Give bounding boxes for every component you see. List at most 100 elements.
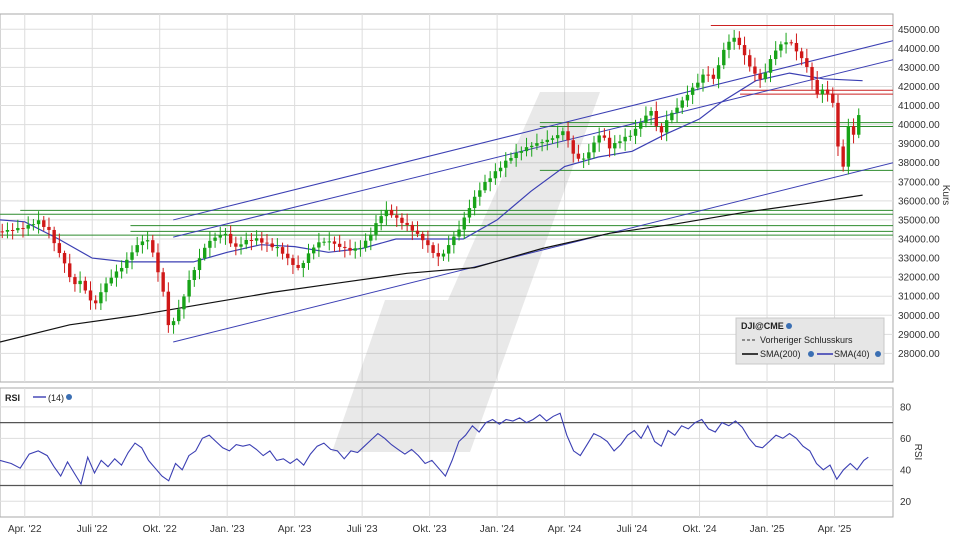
legend-item-sma40: SMA(40) [834,349,870,359]
candle-body [810,66,814,81]
candle-body [322,241,326,243]
candle-body [405,222,409,225]
candle-body [301,263,306,268]
candle-body [644,115,648,123]
settings-icon [786,323,792,329]
price-y-tick-label: 40000.00 [898,120,940,131]
candle-body [156,252,160,273]
candle-body [62,252,67,264]
candle-body [841,146,845,167]
candle-body [535,143,539,146]
candle-body [26,225,30,229]
candle-body [462,217,466,230]
candle-body [192,270,197,281]
candle-body [618,141,622,144]
candle-body [337,243,342,247]
candle-body [846,126,851,167]
candle-body [358,247,363,249]
candle-body [99,292,103,304]
candle-body [125,259,129,268]
candles-group [0,29,861,334]
x-tick-label: Juli '24 [617,524,648,535]
x-tick-label: Jan. '24 [480,524,515,535]
candle-body [374,223,378,235]
price-y-tick-label: 29000.00 [898,330,940,341]
candle-body [664,120,669,133]
candle-body [182,296,186,310]
price-y-tick-label: 37000.00 [898,177,940,188]
price-y-tick-label: 43000.00 [898,63,940,74]
sma40-settings-icon [875,351,881,357]
candle-body [753,66,757,74]
candle-body [483,182,487,191]
candle-body [566,131,570,141]
x-tick-label: Jan. '23 [210,524,245,535]
candle-body [825,89,830,94]
candle-body [5,229,10,232]
candle-body [509,157,513,161]
candle-body [421,233,425,241]
candle-body [737,37,742,46]
candle-body [379,216,383,224]
candle-body [561,131,565,136]
candle-body [478,190,482,197]
candle-body [851,126,856,135]
candle-body [400,217,404,223]
price-y-tick-label: 36000.00 [898,196,940,207]
candle-body [602,135,607,138]
candle-body [10,229,15,231]
price-y-tick-label: 41000.00 [898,101,940,112]
candle-body [68,263,72,278]
candle-body [784,42,788,45]
candle-body [773,50,778,60]
candle-body [722,49,726,66]
candle-body [519,151,524,153]
candle-body [805,58,809,67]
sma200-settings-icon [808,351,814,357]
candle-body [857,115,861,135]
candle-body [758,73,762,80]
price-y-axis-label: Kurs [940,185,951,206]
price-y-tick-label: 32000.00 [898,273,940,284]
candle-body [431,245,435,253]
candle-body [187,280,191,297]
legend-title: DJI@CME [741,321,784,331]
candle-body [576,153,581,159]
candle-body [768,59,773,73]
candle-body [488,178,492,183]
candle-body [415,230,420,234]
rsi-legend-period: (14) [48,393,64,403]
candle-body [685,94,690,101]
candle-body [228,233,233,244]
candle-body [799,51,804,59]
candle-body [654,111,658,126]
candle-body [815,80,819,95]
candle-body [628,135,633,137]
price-y-tick-label: 42000.00 [898,82,940,93]
candle-body [52,229,56,244]
candle-body [706,74,710,76]
candle-body [613,143,617,149]
candle-body [727,41,731,50]
candle-body [472,196,477,209]
legend-item-prev-close: Vorheriger Schlusskurs [760,335,853,345]
candle-body [639,122,643,129]
candle-body [592,142,596,153]
candle-body [47,226,51,230]
candle-body [218,235,222,238]
rsi-y-tick-label: 80 [900,402,912,413]
candle-body [649,111,653,116]
candle-body [701,74,705,83]
price-y-tick-label: 28000.00 [898,349,940,360]
candle-body [711,74,716,79]
candle-body [208,240,212,248]
candle-body [244,240,248,245]
candle-body [93,300,98,304]
candle-body [109,277,113,284]
candle-body [286,253,290,259]
candle-body [57,243,62,253]
candle-body [742,45,747,56]
candle-body [234,243,238,247]
watermark-shape [332,92,600,452]
